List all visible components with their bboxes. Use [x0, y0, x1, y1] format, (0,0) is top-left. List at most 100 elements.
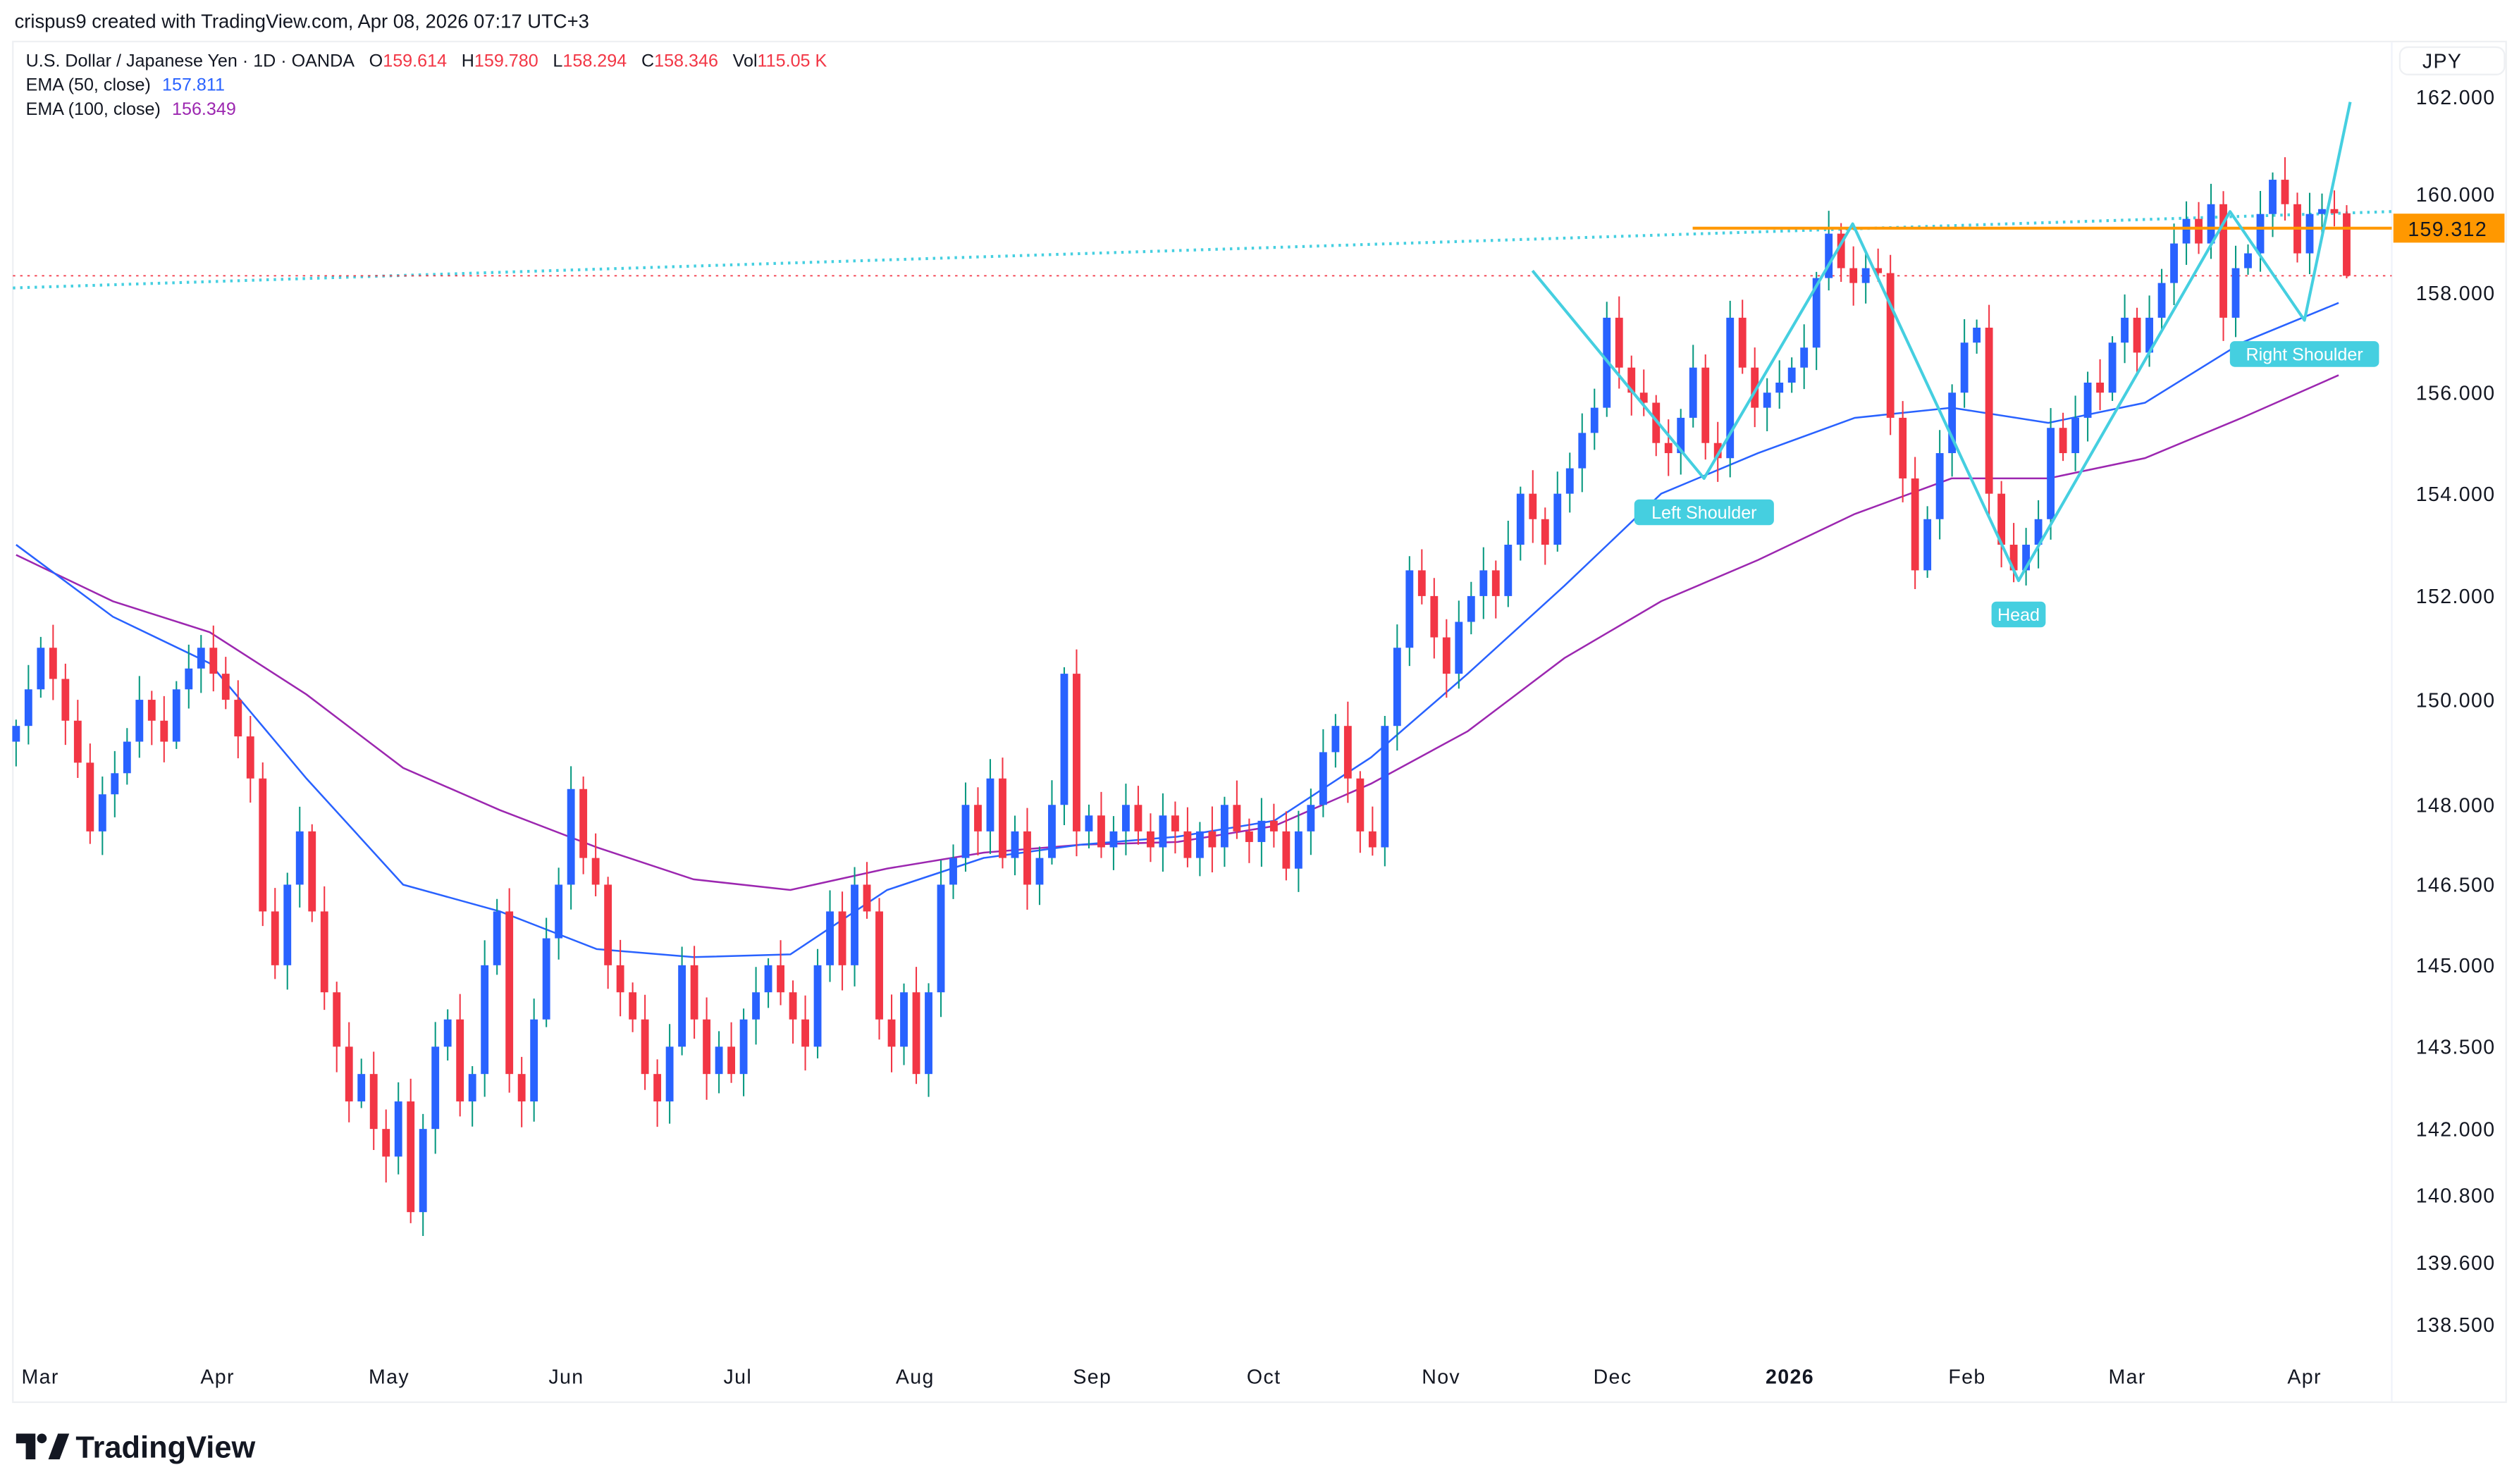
bullish-candle	[1787, 357, 1796, 393]
bullish-candle	[283, 872, 292, 990]
resistance-price-badge	[2393, 214, 2505, 243]
price-axis[interactable]: JPY 162.000 160.000 158.000 156.000 154.000 1…	[2393, 46, 2506, 1337]
candle-body	[61, 679, 70, 721]
bearish-candle	[271, 888, 279, 979]
candle-body	[1837, 233, 1845, 268]
candle-body	[925, 992, 932, 1075]
bullish-candle	[1861, 253, 1870, 304]
bullish-candle	[1307, 789, 1315, 855]
bearish-candle	[246, 716, 254, 803]
candle-body	[234, 700, 242, 737]
pattern-label-left-shoulder[interactable]: Left Shoulder	[1634, 499, 1774, 526]
bearish-candle	[1701, 354, 1710, 460]
bearish-candle	[777, 940, 784, 1006]
candle-body	[147, 700, 156, 721]
candle-body	[665, 1046, 674, 1102]
bullish-candle	[123, 728, 131, 785]
candle-body	[813, 965, 822, 1047]
bearish-candle	[1023, 808, 1031, 910]
candle-body	[1405, 570, 1414, 648]
candle-body	[851, 884, 858, 965]
ema100-line[interactable]	[16, 374, 2339, 891]
pattern-label-right-shoulder[interactable]: Right Shoulder	[2229, 341, 2379, 367]
bearish-candle	[591, 833, 600, 897]
pattern-label-head[interactable]: Head	[1991, 601, 2046, 628]
price-tick-label: 160.000	[2416, 184, 2496, 206]
bearish-candle	[407, 1078, 415, 1223]
candle-body	[764, 965, 772, 993]
price-tick-label: 146.500	[2416, 874, 2496, 897]
candle-body	[1701, 367, 1710, 443]
candle-body	[1269, 820, 1278, 831]
bullish-candle	[900, 983, 908, 1065]
price-tick-label: 145.000	[2416, 955, 2496, 977]
candle-body	[912, 992, 920, 1075]
candle-body	[1886, 273, 1895, 418]
bearish-candle	[2059, 412, 2067, 462]
time-axis[interactable]: Mar Apr May Jun Jul Aug Sep Oct Nov Dec 2026 Feb Mar…	[21, 1366, 2321, 1389]
bullish-candle	[481, 940, 489, 1097]
price-tick-label: 162.000	[2416, 87, 2496, 109]
candle-body	[2195, 218, 2203, 244]
bearish-candle	[838, 891, 846, 991]
symbol-name[interactable]: U.S. Dollar / Japanese Yen · 1D · OANDA	[26, 51, 355, 70]
candle-body	[1529, 493, 1537, 519]
bullish-candle	[1553, 471, 1562, 552]
bearish-candle	[1442, 619, 1451, 698]
candle-body	[1331, 726, 1340, 753]
candle-body	[1393, 648, 1401, 726]
attribution: crispus9 created with TradingView.com, A…	[15, 11, 589, 32]
candle-body	[1073, 674, 1080, 831]
bearish-candle	[1183, 807, 1192, 867]
candle-body	[826, 911, 834, 965]
candle-body	[456, 1019, 464, 1102]
ema100-legend[interactable]: EMA (100, close) 156.349	[26, 99, 236, 119]
candle-body	[2170, 243, 2178, 283]
bearish-candle	[221, 657, 230, 710]
bearish-candle	[1529, 470, 1537, 543]
time-tick-label: Aug	[896, 1366, 935, 1389]
candle-body	[715, 1046, 723, 1075]
tradingview-logo-icon	[16, 1433, 70, 1460]
ema50-legend[interactable]: EMA (50, close) 157.811	[26, 75, 225, 95]
bearish-candle	[1886, 254, 1895, 435]
candle-body	[345, 1046, 353, 1102]
candle-body	[1356, 778, 1365, 831]
candle-body	[308, 831, 316, 912]
dotted-trendline[interactable]	[13, 210, 2392, 290]
currency-badge[interactable]	[2398, 46, 2506, 75]
bearish-candle	[887, 994, 896, 1072]
bullish-candle	[1578, 413, 1587, 493]
candle-body	[1948, 392, 1957, 454]
candle-body	[1245, 831, 1253, 842]
candle-body	[407, 1101, 415, 1213]
tradingview-logo[interactable]: TradingView	[16, 1431, 256, 1465]
ohlc-low-value: 158.294	[562, 51, 627, 70]
chart-frame	[12, 40, 2507, 1404]
bearish-candle	[234, 680, 242, 759]
bullish-candle	[468, 1065, 476, 1127]
candle-body	[209, 648, 218, 674]
bullish-candle	[555, 867, 563, 960]
bullish-candle	[1122, 784, 1130, 855]
resistance-price-label: 159.312	[2408, 218, 2487, 241]
bullish-candle	[1220, 796, 1228, 867]
candle-body	[1787, 367, 1796, 383]
pattern-label-text: Head	[1997, 605, 2040, 625]
head-and-shoulders-pattern[interactable]	[1531, 101, 2352, 583]
candle-body	[604, 884, 612, 965]
candle-body	[1208, 831, 1217, 848]
bearish-candle	[727, 1022, 736, 1083]
candle-body	[1911, 478, 1919, 571]
candle-body	[1997, 493, 2006, 545]
bullish-candle	[925, 983, 932, 1097]
candle-body	[1085, 815, 1093, 831]
candle-body	[1417, 570, 1426, 596]
bearish-candle	[2133, 307, 2141, 376]
candle-body	[1861, 268, 1870, 283]
bullish-candle	[2034, 500, 2043, 569]
candle-body	[160, 720, 168, 742]
bullish-candle	[949, 844, 957, 899]
